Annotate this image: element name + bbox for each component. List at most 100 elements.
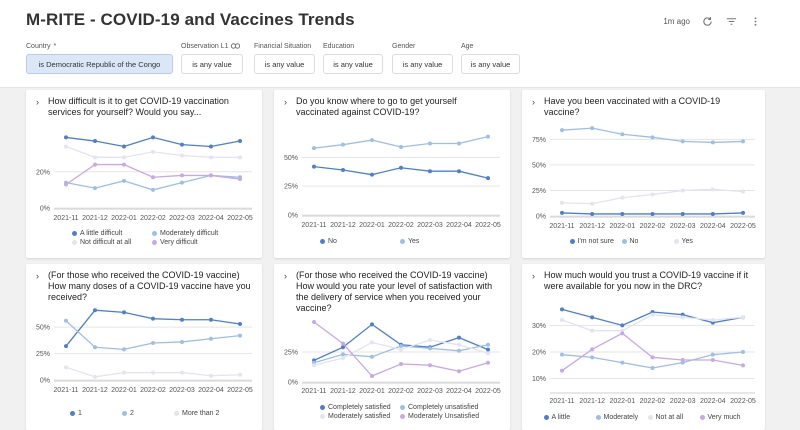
data-point[interactable] [341,142,345,147]
data-point[interactable] [180,339,184,344]
data-point[interactable] [457,342,461,347]
legend-item[interactable]: Very much [699,414,741,421]
data-point[interactable] [64,365,68,370]
data-point[interactable] [457,335,461,340]
legend-item[interactable]: More than 2 [174,410,219,417]
data-point[interactable] [560,128,564,133]
data-point[interactable] [370,374,374,378]
data-point[interactable] [710,187,715,192]
data-point[interactable] [457,141,461,146]
data-point[interactable] [590,315,595,320]
data-point[interactable] [64,318,68,323]
legend-item[interactable]: A little [543,414,570,421]
data-point[interactable] [151,316,155,321]
financial-filter-select[interactable]: is any value [254,54,315,74]
data-point[interactable] [680,188,685,193]
data-point[interactable] [238,177,242,182]
legend-item[interactable]: Moderately difficult [152,230,218,237]
data-point[interactable] [93,139,97,144]
data-point[interactable] [180,317,184,322]
data-point[interactable] [93,345,97,350]
data-point[interactable] [399,144,403,149]
data-point[interactable] [180,173,184,178]
series-line[interactable] [561,188,744,205]
data-point[interactable] [151,370,155,375]
data-point[interactable] [560,368,564,373]
data-point[interactable] [341,352,345,357]
legend-item[interactable]: Very difficult [152,239,198,246]
data-point[interactable] [741,139,745,144]
data-point[interactable] [680,358,685,362]
observation-filter-select[interactable]: is any value [181,54,243,74]
data-point[interactable] [486,351,490,356]
data-point[interactable] [399,165,403,170]
data-point[interactable] [620,195,625,200]
legend-item[interactable]: Moderately [595,414,638,421]
data-point[interactable] [486,134,490,139]
data-point[interactable] [590,355,595,360]
data-point[interactable] [399,347,403,352]
expand-chevron-icon[interactable]: › [532,97,535,107]
legend-item[interactable]: Yes [400,238,419,245]
link-icon[interactable] [231,42,241,51]
data-point[interactable] [560,352,564,357]
data-point[interactable] [93,308,97,313]
data-point[interactable] [238,155,242,160]
data-point[interactable] [650,366,655,370]
data-point[interactable] [180,180,184,185]
legend-item[interactable]: Yes [673,238,693,245]
data-point[interactable] [680,315,685,320]
data-point[interactable] [151,175,155,180]
data-point[interactable] [741,350,745,354]
data-point[interactable] [620,323,625,328]
data-point[interactable] [64,344,68,349]
legend-item[interactable]: No [621,238,638,245]
legend-item[interactable]: 2 [122,410,134,417]
data-point[interactable] [486,360,490,365]
data-point[interactable] [370,354,374,359]
data-point[interactable] [710,318,715,322]
legend-item[interactable]: No [320,238,337,245]
data-point[interactable] [64,135,68,140]
series-line[interactable] [561,127,744,144]
legend-item[interactable]: A little difficult [72,230,122,237]
data-point[interactable] [341,345,345,350]
legend-item[interactable]: 1 [70,410,82,417]
data-point[interactable] [620,211,625,216]
data-point[interactable] [590,347,595,352]
data-point[interactable] [151,149,155,154]
data-point[interactable] [180,370,184,375]
refresh-icon[interactable] [700,14,714,28]
data-point[interactable] [312,164,316,169]
data-point[interactable] [122,155,126,160]
data-point[interactable] [238,333,242,338]
data-point[interactable] [428,169,432,174]
data-point[interactable] [680,211,685,216]
data-point[interactable] [209,336,213,341]
data-point[interactable] [122,144,126,149]
expand-chevron-icon[interactable]: › [284,271,287,281]
data-point[interactable] [122,310,126,315]
data-point[interactable] [180,153,184,158]
data-point[interactable] [560,200,564,205]
data-point[interactable] [370,322,374,327]
data-point[interactable] [650,192,655,197]
data-point[interactable] [741,189,745,194]
legend-item[interactable]: Moderately Unsatisfied [400,413,479,420]
data-point[interactable] [457,348,461,353]
data-point[interactable] [590,201,595,206]
data-point[interactable] [486,176,490,181]
data-point[interactable] [370,138,374,143]
data-point[interactable] [312,320,316,324]
data-point[interactable] [650,135,655,140]
data-point[interactable] [122,347,126,352]
data-point[interactable] [93,374,97,379]
data-point[interactable] [560,318,564,322]
more-vert-icon[interactable] [748,14,762,28]
legend-item[interactable]: Moderately satisfied [320,413,390,420]
data-point[interactable] [370,340,374,345]
data-point[interactable] [741,210,745,215]
legend-item[interactable]: Not difficult at all [72,239,131,246]
data-point[interactable] [209,144,213,149]
data-point[interactable] [151,135,155,140]
